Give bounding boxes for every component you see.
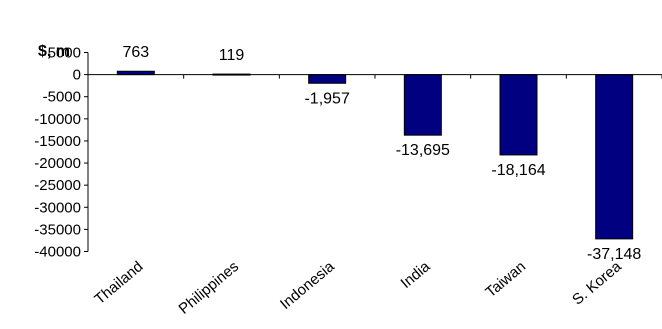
y-unit-label: $, m (38, 43, 70, 60)
bar-india (403, 74, 442, 136)
y-tick-label: -25000 (34, 177, 81, 194)
y-tick-label: -10000 (34, 111, 81, 128)
data-label: -13,695 (396, 142, 450, 159)
y-tick-label: 0 (73, 67, 81, 84)
y-tick-label: -35000 (34, 221, 81, 238)
y-tick-label: -30000 (34, 199, 81, 216)
bar-indonesia (308, 74, 347, 84)
x-tick-label: S. Korea (569, 258, 625, 309)
bar-thailand (116, 70, 155, 76)
data-label: -37,148 (587, 246, 641, 263)
data-label: -18,164 (491, 162, 545, 179)
x-tick-label: Taiwan (482, 258, 529, 301)
x-axis (87, 74, 662, 79)
x-tick-label: Indonesia (277, 258, 338, 313)
bar-taiwan (499, 74, 538, 156)
y-tick-label: -15000 (34, 133, 81, 150)
bars (116, 70, 634, 240)
x-tick-label: Philippines (176, 258, 243, 318)
bar-s-korea (595, 74, 634, 240)
category-labels: Thailand Philippines Indonesia India Taiwan S… (91, 258, 625, 318)
x-tick-label: India (398, 258, 434, 292)
data-label: 119 (219, 47, 245, 64)
y-tick-label: 5000 (48, 45, 81, 62)
y-tick-label: -40000 (34, 244, 81, 261)
data-label: -1,957 (304, 90, 349, 107)
y-tick-label: -5000 (43, 89, 81, 106)
x-tick-label: Thailand (91, 258, 146, 308)
y-tick-label: -20000 (34, 155, 81, 172)
data-label: 763 (122, 44, 149, 61)
y-axis: 5000 0 -5000 -10000 -15000 -20000 -25000 -30000… (34, 45, 89, 261)
data-labels: 763 119 -1,957 -13,695 -18,164 -37,148 (122, 44, 641, 263)
